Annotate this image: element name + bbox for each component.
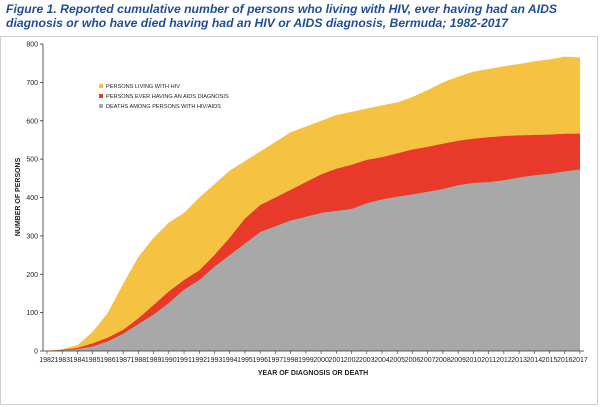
chart-areas: [47, 56, 580, 351]
y-ticks: 0 100 200 300 400 500 600 700 800: [26, 42, 43, 356]
x-tick-label-16: 1998: [283, 357, 299, 364]
legend-swatch-1: [99, 94, 103, 98]
y-tick-label-2: 200: [26, 272, 38, 279]
x-tick-label-9: 1991: [176, 357, 192, 364]
y-tick-label-0: 0: [34, 349, 38, 356]
x-tick-label-0: 1982: [39, 357, 55, 364]
x-tick-label-10: 1992: [191, 357, 207, 364]
x-tick-label-13: 1995: [237, 357, 253, 364]
y-tick-label-1: 100: [26, 310, 38, 317]
x-tick-label-14: 1996: [252, 357, 268, 364]
x-tick-label-12: 1994: [222, 357, 238, 364]
x-tick-label-26: 2008: [435, 357, 451, 364]
legend-swatch-0: [99, 84, 103, 88]
x-tick-label-8: 1990: [161, 357, 177, 364]
x-tick-label-34: 2016: [557, 357, 573, 364]
x-tick-label-2: 1984: [70, 357, 86, 364]
x-tick-label-23: 2005: [389, 357, 405, 364]
x-tick-label-5: 1987: [115, 357, 131, 364]
y-axis-title: NUMBER OF PERSONS: [15, 157, 22, 236]
x-tick-label-30: 2012: [496, 357, 512, 364]
y-tick-label-3: 300: [26, 233, 38, 240]
x-tick-label-32: 2014: [527, 357, 543, 364]
x-tick-label-20: 2002: [344, 357, 360, 364]
x-tick-label-35: 2017: [572, 357, 588, 364]
x-tick-label-1: 1983: [54, 357, 70, 364]
y-tick-label-5: 500: [26, 157, 38, 164]
x-tick-label-33: 2015: [542, 357, 558, 364]
x-tick-label-11: 1993: [207, 357, 223, 364]
x-ticks: 1982 1983 1984 1985 1986 1987 1988 1989 1990 1991…: [39, 351, 588, 364]
x-tick-label-22: 2004: [374, 357, 390, 364]
x-tick-label-29: 2011: [481, 357, 496, 364]
y-tick-label-7: 700: [26, 80, 38, 87]
legend-label-2: DEATHS AMONG PERSONS WITH HIV/AIDS: [106, 104, 221, 110]
x-tick-label-31: 2013: [511, 357, 527, 364]
x-tick-label-27: 2009: [450, 357, 466, 364]
chart-frame: [0, 36, 598, 405]
x-tick-label-19: 2001: [329, 357, 345, 364]
figure-title: Figure 1. Reported cumulative number of …: [6, 2, 558, 30]
legend-label-0: PERSONS LIVING WITH HIV: [106, 84, 180, 90]
x-tick-label-24: 2006: [405, 357, 421, 364]
y-tick-label-6: 600: [26, 118, 38, 125]
x-tick-label-6: 1988: [131, 357, 147, 364]
x-tick-label-25: 2007: [420, 357, 436, 364]
legend: PERSONS LIVING WITH HIV PERSONS EVER HAVI…: [99, 84, 229, 110]
y-tick-label-4: 400: [26, 195, 38, 202]
x-tick-label-15: 1997: [268, 357, 284, 364]
x-tick-label-18: 2000: [313, 357, 329, 364]
x-axis-title: YEAR OF DIAGNOSIS OR DEATH: [258, 370, 368, 377]
x-tick-label-21: 2003: [359, 357, 375, 364]
x-tick-label-7: 1989: [146, 357, 162, 364]
legend-swatch-2: [99, 104, 103, 108]
legend-label-1: PERSONS EVER HAVING AN AIDS DIAGNOSIS: [106, 94, 229, 100]
x-tick-label-17: 1999: [298, 357, 314, 364]
y-tick-label-8: 800: [26, 42, 38, 49]
series-area-2: [47, 169, 580, 351]
x-tick-label-3: 1985: [85, 357, 101, 364]
x-tick-label-28: 2010: [466, 357, 482, 364]
x-tick-label-4: 1986: [100, 357, 116, 364]
